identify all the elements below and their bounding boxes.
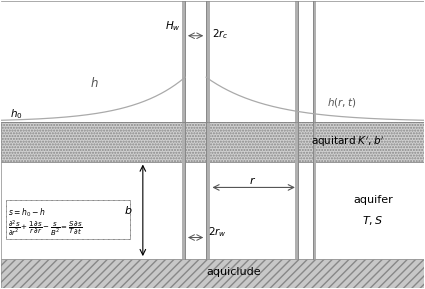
Text: $b$: $b$ [124, 204, 132, 216]
FancyBboxPatch shape [1, 162, 424, 259]
FancyBboxPatch shape [1, 259, 424, 288]
Text: $\dfrac{\partial^2 s}{\partial r^2}+\dfrac{1}{r}\dfrac{\partial s}{\partial r}-\: $\dfrac{\partial^2 s}{\partial r^2}+\dfr… [8, 218, 82, 238]
FancyBboxPatch shape [1, 122, 424, 162]
Text: $h$: $h$ [90, 76, 99, 90]
Text: $H_w$: $H_w$ [165, 19, 181, 33]
Text: $r$: $r$ [249, 175, 256, 186]
Text: aquitard $K', b'$: aquitard $K', b'$ [311, 134, 384, 149]
Text: $h_0$: $h_0$ [10, 108, 23, 121]
Text: $2r_w$: $2r_w$ [208, 225, 227, 239]
Text: $s = h_0 - h$: $s = h_0 - h$ [8, 206, 45, 218]
Text: aquiclude: aquiclude [206, 267, 261, 277]
Text: $h(r,t)$: $h(r,t)$ [326, 97, 356, 110]
FancyBboxPatch shape [6, 200, 130, 239]
Text: $T, S$: $T, S$ [363, 214, 383, 227]
Text: $2r_c$: $2r_c$ [212, 27, 229, 41]
Text: aquifer: aquifer [353, 195, 393, 205]
FancyBboxPatch shape [1, 1, 424, 122]
